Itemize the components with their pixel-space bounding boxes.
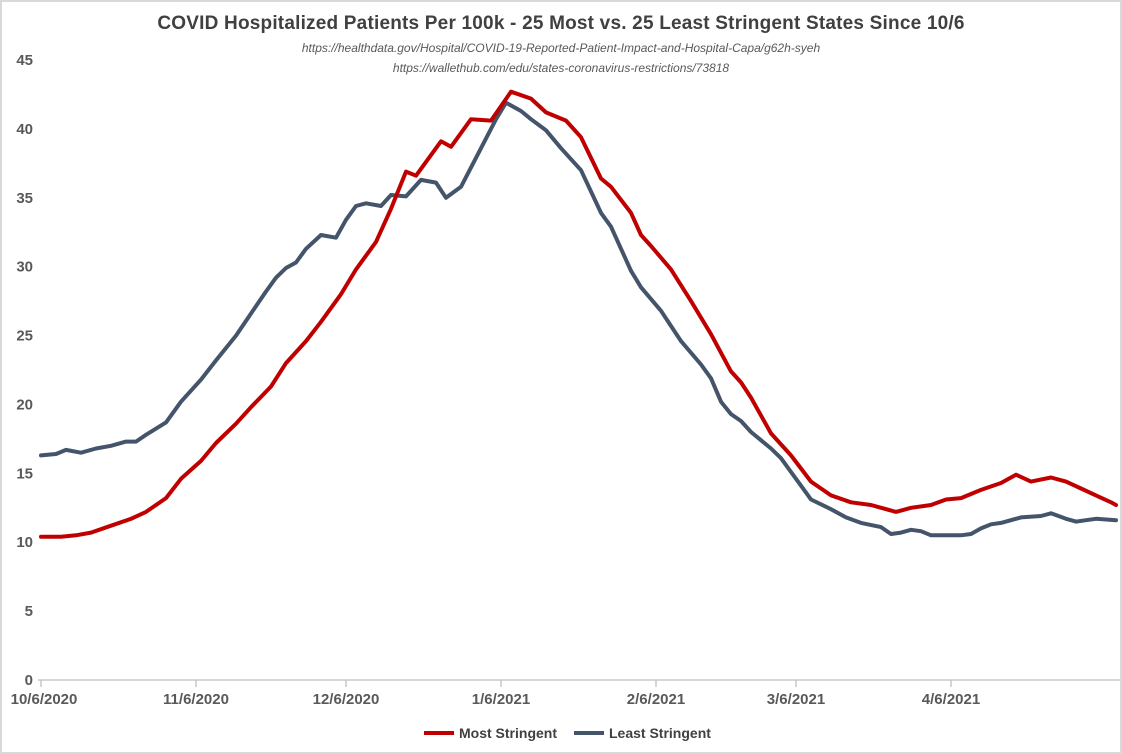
y-axis-label: 10 bbox=[16, 534, 33, 551]
y-axis-label: 25 bbox=[16, 328, 33, 345]
x-axis-label: 11/6/2020 bbox=[163, 691, 229, 708]
y-axis-label: 5 bbox=[25, 603, 33, 620]
y-axis-label: 45 bbox=[16, 52, 33, 69]
x-axis-label: 4/6/2021 bbox=[922, 691, 980, 708]
y-axis-label: 20 bbox=[16, 396, 33, 413]
legend-label-least-stringent: Least Stringent bbox=[609, 725, 711, 741]
x-axis-label: 10/6/2020 bbox=[11, 691, 78, 708]
legend-label-most-stringent: Most Stringent bbox=[459, 725, 557, 741]
x-axis-label: 3/6/2021 bbox=[767, 691, 825, 708]
y-axis-label: 30 bbox=[16, 259, 33, 276]
chart-title: COVID Hospitalized Patients Per 100k - 2… bbox=[157, 13, 965, 34]
x-axis-label: 12/6/2020 bbox=[313, 691, 380, 708]
source-url-healthdata: https://healthdata.gov/Hospital/COVID-19… bbox=[301, 41, 821, 55]
source-url-wallethub: https://wallethub.com/edu/states-coronav… bbox=[392, 61, 730, 75]
series-line-most-stringent bbox=[39, 89, 1118, 539]
y-axis-label: 40 bbox=[16, 121, 33, 138]
x-axis-label: 2/6/2021 bbox=[627, 691, 685, 708]
x-axis-label: 1/6/2021 bbox=[472, 691, 530, 708]
y-axis-label: 35 bbox=[16, 190, 33, 207]
y-axis-label: 0 bbox=[25, 672, 33, 689]
y-axis-label: 15 bbox=[16, 465, 33, 482]
series-line-least-stringent bbox=[39, 100, 1118, 538]
